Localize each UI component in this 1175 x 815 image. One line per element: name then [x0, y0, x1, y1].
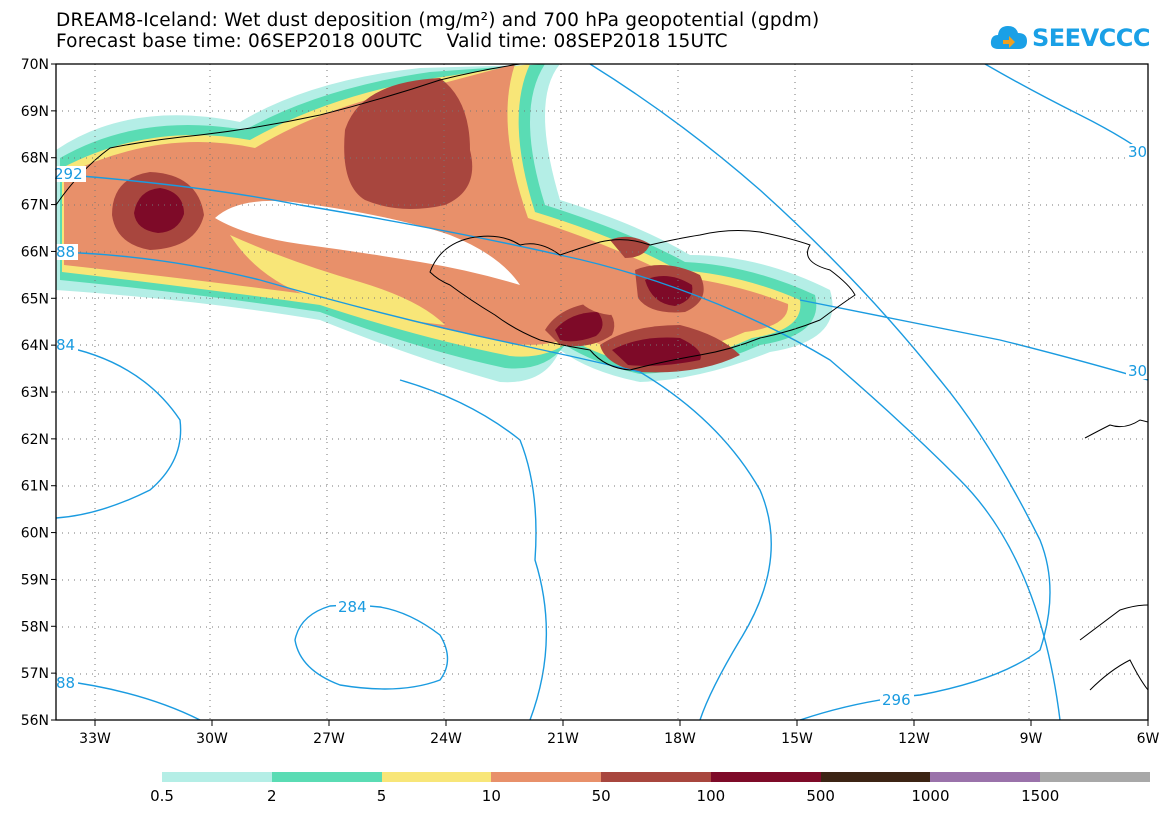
seevccc-logo: SEEVCCC: [990, 18, 1151, 58]
legend-swatch: [710, 772, 821, 782]
norway-coast-south: [1079, 604, 1148, 691]
legend-label: 10: [481, 787, 501, 805]
lat-tick-label: 67N: [21, 198, 49, 214]
logo-text: SEEVCCC: [1032, 24, 1151, 52]
map-subtitle: Forecast base time: 06SEP2018 00UTC Vali…: [56, 31, 728, 52]
lon-tick-label: 21W: [547, 731, 579, 747]
contour-284-west: [56, 344, 182, 519]
contour-296: [589, 64, 1051, 720]
lon-tick-label: 33W: [79, 731, 111, 747]
contour-284-ring: [294, 604, 449, 690]
lon-tick-label: 9W: [1020, 731, 1043, 747]
legend-swatch: [820, 772, 931, 782]
legend-label: 0.5: [150, 787, 174, 805]
lat-tick-label: 57N: [21, 666, 49, 682]
legend-swatch: [1040, 772, 1151, 782]
legend-swatch: [491, 772, 602, 782]
lat-tick-label: 66N: [21, 244, 49, 260]
lon-tick-label: 27W: [313, 731, 345, 747]
contour-label-bg: [54, 675, 78, 691]
dust-band-100: [134, 188, 184, 233]
coastlines: [56, 64, 1148, 691]
contour-label-30: 30: [1128, 362, 1147, 380]
graticule: [56, 64, 1148, 720]
contour-288-north: [56, 251, 772, 720]
contour-300-south: [799, 299, 1148, 381]
contour-label-88: 88: [56, 243, 75, 261]
legend-label: 500: [806, 787, 835, 805]
lat-tick-label: 64N: [21, 338, 49, 354]
lat-tick-label: 68N: [21, 151, 49, 167]
contour-label-bg: [52, 166, 86, 182]
contour-label-296: 296: [882, 691, 911, 709]
contour-label-bg: [54, 244, 78, 260]
lat-tick-label: 65N: [21, 291, 49, 307]
lat-tick-label: 70N: [21, 57, 49, 73]
legend-swatch: [381, 772, 492, 782]
geopotential-contours: [56, 64, 1148, 720]
lon-tick-label: 6W: [1137, 731, 1160, 747]
contour-label-bg: [54, 337, 78, 353]
norway-coast-north: [1084, 419, 1148, 439]
contour-label-88: 88: [56, 674, 75, 692]
lat-tick-label: 63N: [21, 385, 49, 401]
contour-label-bg: [1126, 363, 1150, 379]
lon-tick-label: 18W: [664, 731, 696, 747]
legend-swatch: [601, 772, 711, 782]
legend-swatch: [930, 772, 1041, 782]
contour-label-292: 292: [54, 165, 83, 183]
legend-swatch: [271, 772, 382, 782]
legend-label: 5: [376, 787, 387, 805]
legend-label: 2: [266, 787, 277, 805]
contour-labels: 292 88 84 284 88 296 30 30: [52, 143, 1150, 709]
map-title: DREAM8-Iceland: Wet dust deposition (mg/…: [56, 10, 820, 31]
legend-label: 100: [696, 787, 726, 805]
lon-tick-label: 24W: [430, 731, 462, 747]
cloud-icon: [990, 26, 1027, 49]
color-legend: [162, 772, 1151, 782]
lat-tick-label: 69N: [21, 104, 49, 120]
lat-tick-label: 56N: [21, 713, 49, 729]
lon-tick-label: 30W: [196, 731, 228, 747]
contour-label-84: 84: [56, 336, 75, 354]
legend-label: 1000: [911, 787, 950, 805]
lon-tick-label: 12W: [898, 731, 930, 747]
contour-label-bg: [1126, 144, 1150, 160]
longitude-ticks: 33W 30W 27W 24W 21W 18W 15W 12W 9W 6W: [79, 720, 1160, 747]
latitude-ticks: 70N 69N 68N 67N 66N 65N 64N 63N 62N 61N 60N 59N 58N 5…: [21, 57, 56, 729]
contour-292: [56, 173, 1061, 720]
lat-tick-label: 61N: [21, 479, 49, 495]
lat-tick-label: 62N: [21, 432, 49, 448]
legend-label: 50: [591, 787, 611, 805]
contour-label-30: 30: [1128, 143, 1147, 161]
lat-tick-label: 60N: [21, 526, 49, 542]
legend-label: 1500: [1021, 787, 1060, 805]
lat-tick-label: 58N: [21, 619, 49, 635]
contour-300-north: [984, 64, 1148, 156]
dust-deposition-field: [56, 64, 833, 383]
contour-label-bg: [880, 692, 914, 708]
dust-gap: [215, 200, 520, 285]
contour-label-bg: [336, 599, 370, 615]
lat-tick-label: 59N: [21, 572, 49, 588]
lon-tick-label: 15W: [781, 731, 813, 747]
contour-label-284: 284: [338, 598, 367, 616]
dust-band-10: [64, 64, 789, 358]
contour-288-south: [399, 379, 548, 720]
iceland-coast: [429, 230, 856, 371]
legend-swatch: [162, 772, 272, 782]
greenland-coast: [56, 64, 521, 206]
